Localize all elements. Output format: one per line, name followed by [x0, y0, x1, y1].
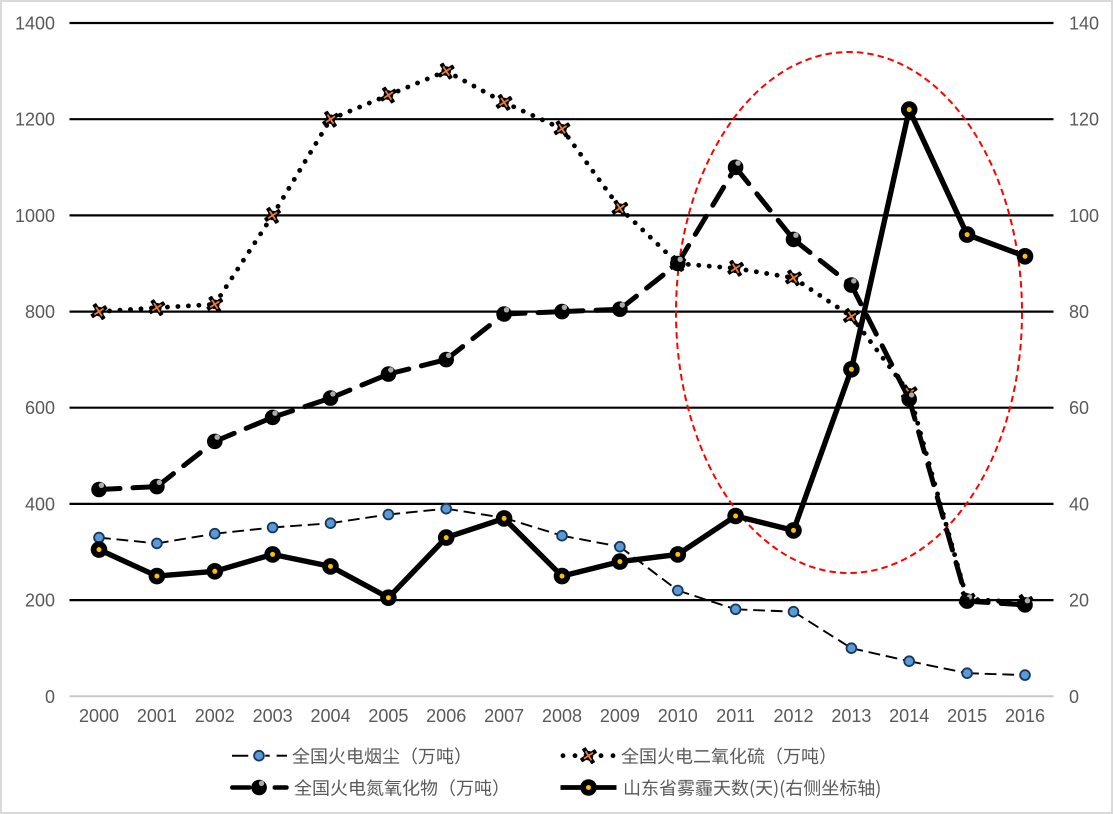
svg-text:0: 0: [45, 687, 55, 707]
svg-text:140: 140: [1069, 14, 1099, 34]
svg-text:2008: 2008: [542, 706, 582, 726]
svg-text:20: 20: [1069, 591, 1089, 611]
svg-text:1400: 1400: [15, 14, 55, 34]
svg-text:120: 120: [1069, 110, 1099, 130]
svg-text:2013: 2013: [831, 706, 871, 726]
svg-text:600: 600: [25, 398, 55, 418]
svg-text:100: 100: [1069, 206, 1099, 226]
svg-text:2001: 2001: [137, 706, 177, 726]
svg-text:0: 0: [1069, 687, 1079, 707]
svg-text:2000: 2000: [79, 706, 119, 726]
svg-text:2005: 2005: [368, 706, 408, 726]
svg-text:2006: 2006: [426, 706, 466, 726]
svg-text:2015: 2015: [947, 706, 987, 726]
svg-text:80: 80: [1069, 302, 1089, 322]
svg-text:40: 40: [1069, 494, 1089, 514]
svg-text:2016: 2016: [1005, 706, 1045, 726]
svg-text:1000: 1000: [15, 206, 55, 226]
svg-text:2004: 2004: [310, 706, 350, 726]
svg-text:2014: 2014: [889, 706, 929, 726]
svg-text:2002: 2002: [195, 706, 235, 726]
svg-text:200: 200: [25, 591, 55, 611]
svg-text:2007: 2007: [484, 706, 524, 726]
svg-text:60: 60: [1069, 398, 1089, 418]
svg-text:2010: 2010: [658, 706, 698, 726]
svg-text:2011: 2011: [716, 706, 755, 726]
svg-text:2003: 2003: [253, 706, 293, 726]
svg-text:2009: 2009: [600, 706, 640, 726]
svg-text:400: 400: [25, 494, 55, 514]
svg-text:800: 800: [25, 302, 55, 322]
svg-text:1200: 1200: [15, 110, 55, 130]
svg-text:2012: 2012: [773, 706, 813, 726]
